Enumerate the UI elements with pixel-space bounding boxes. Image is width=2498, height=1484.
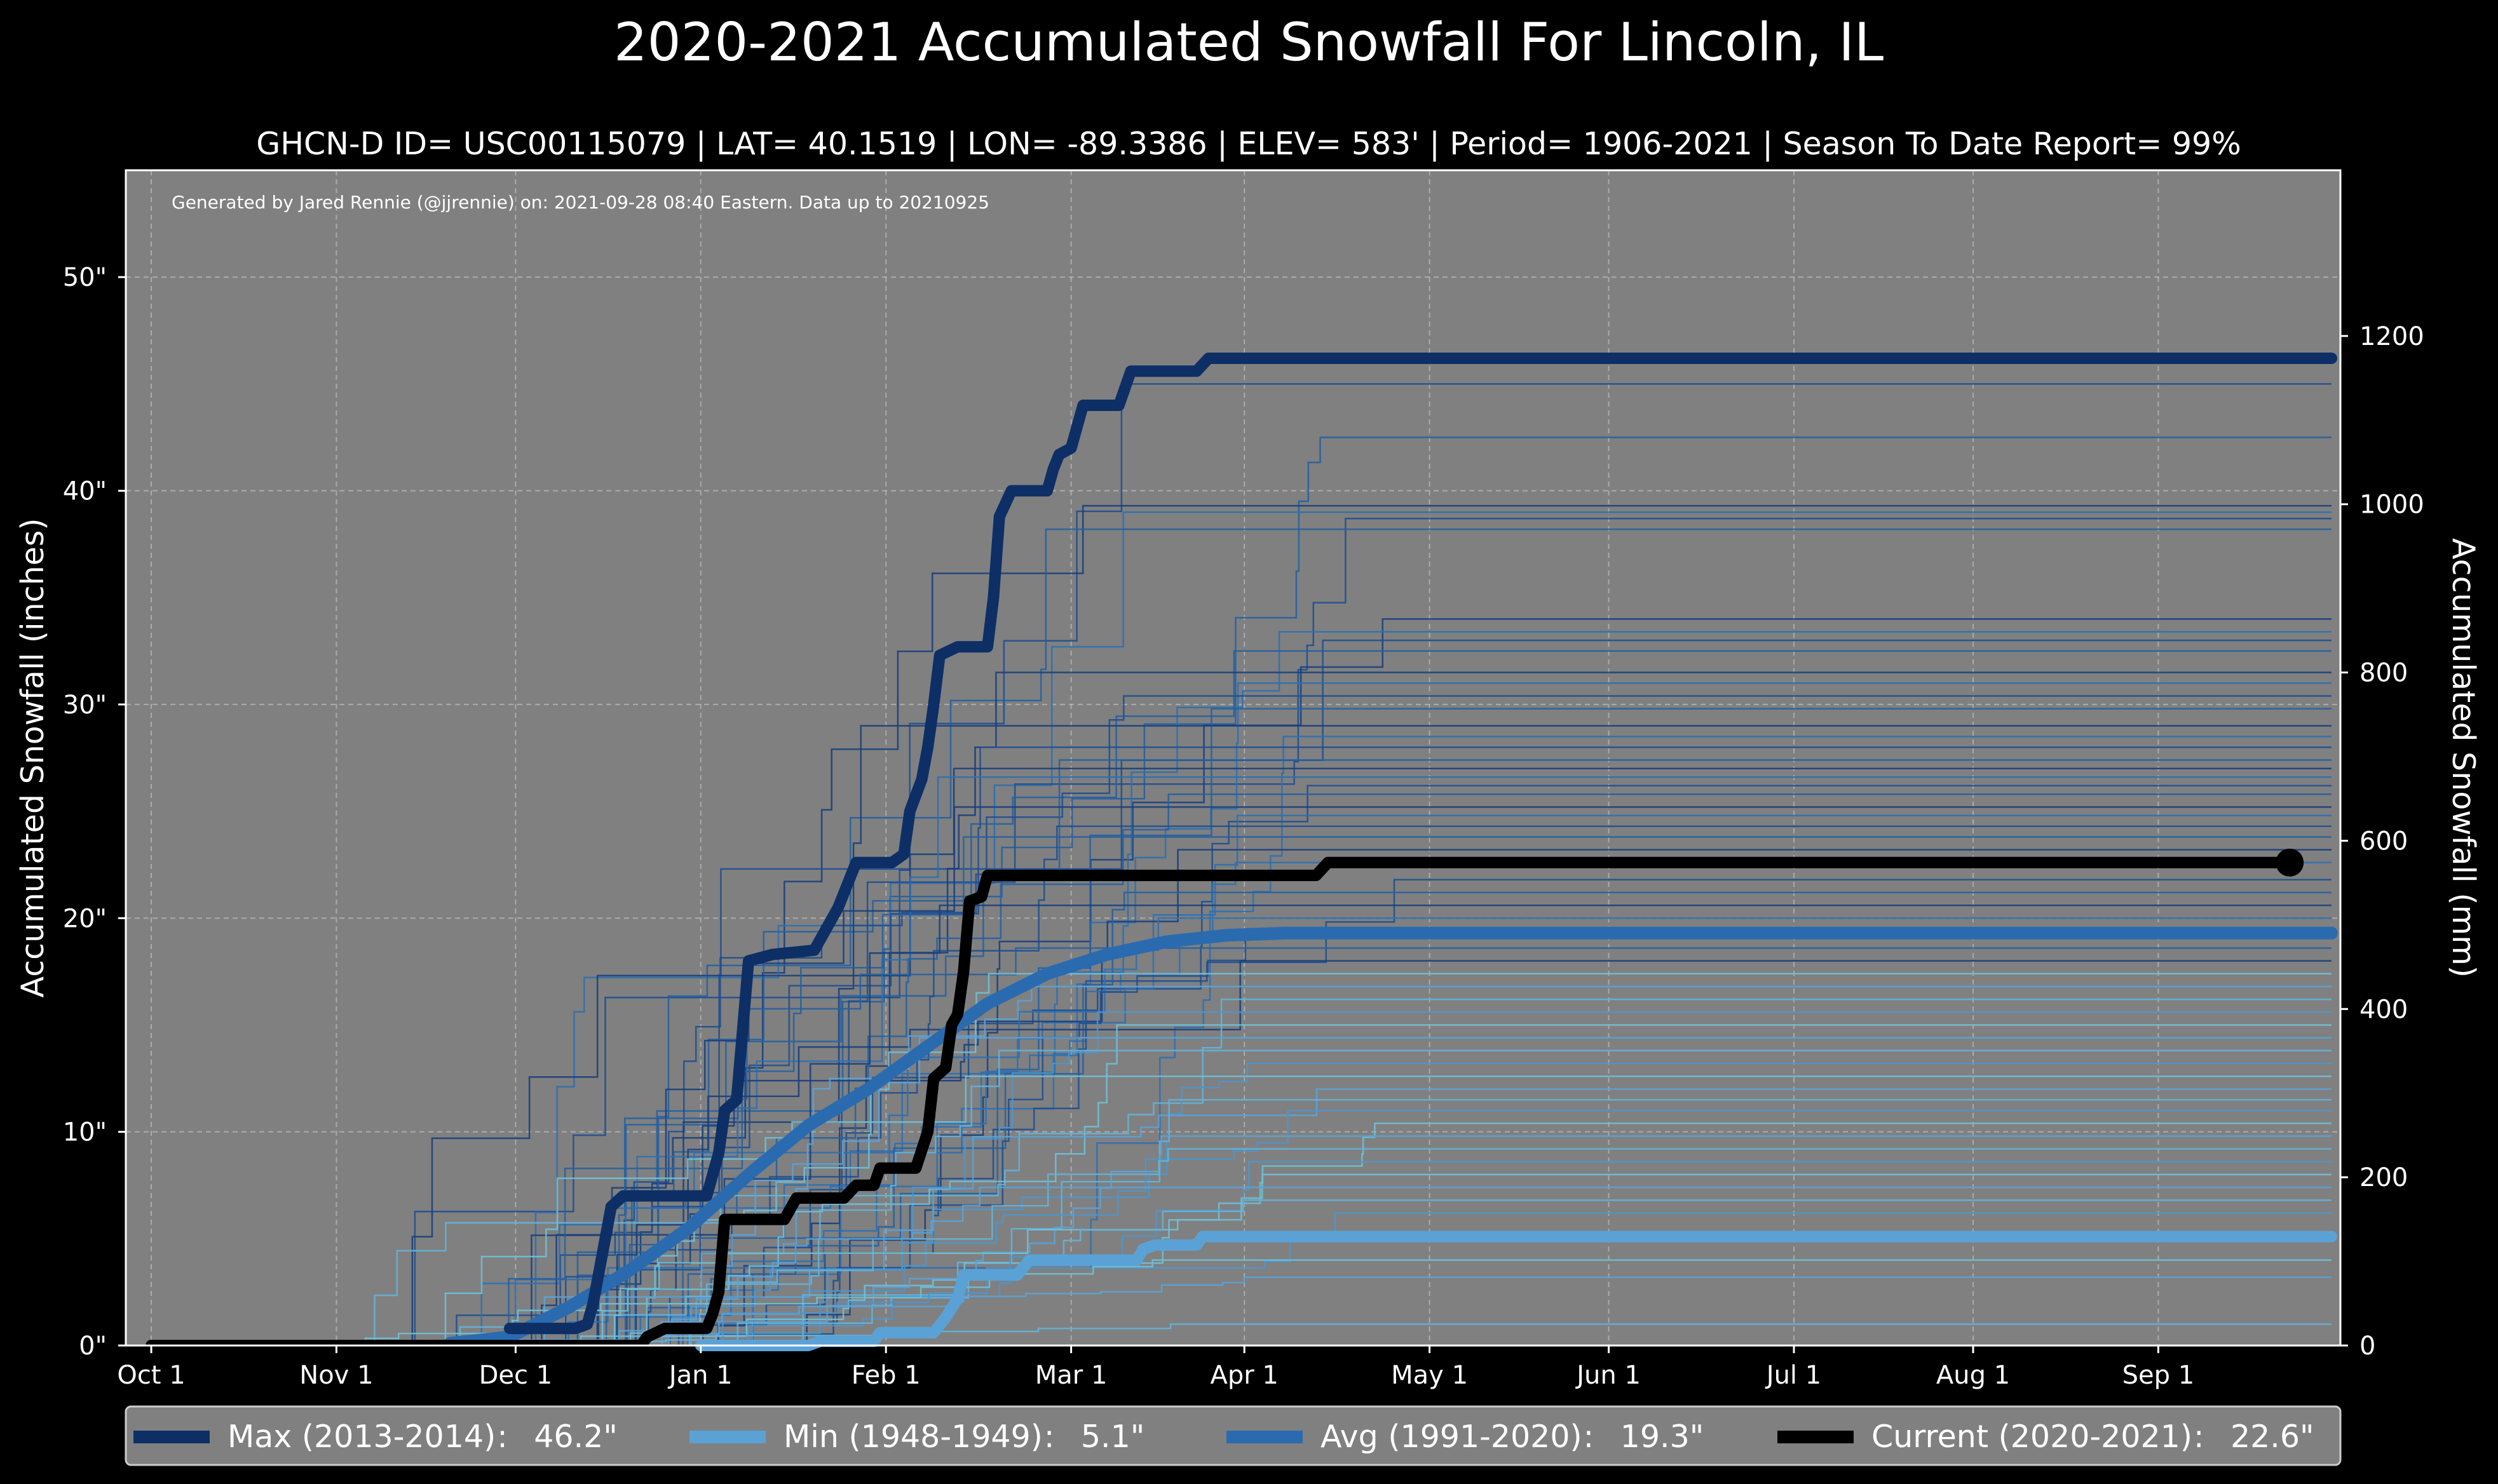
historical-season-line xyxy=(414,814,2332,1347)
current-end-marker xyxy=(2276,848,2304,877)
y-right-tick-label: 800 xyxy=(2359,659,2408,688)
legend-value: 19.3" xyxy=(1620,1419,1704,1455)
y-axis-label-right: Accumulated Snowfall (mm) xyxy=(2445,538,2481,978)
x-tick-label: Jun 1 xyxy=(1575,1361,1641,1390)
credit-text: Generated by Jared Rennie (@jjrennie) on… xyxy=(172,192,989,213)
x-tick-label: Jul 1 xyxy=(1765,1361,1821,1390)
highlighted-series xyxy=(146,353,2338,1351)
legend-value: 22.6" xyxy=(2230,1419,2314,1455)
x-tick-label: Feb 1 xyxy=(852,1361,921,1390)
historical-season-line xyxy=(636,785,2332,1347)
y-tick-label: 0" xyxy=(79,1332,107,1361)
legend: Max (2013-2014):46.2" Min (1948-1949):5.1… xyxy=(133,1419,2314,1455)
y-right-tick-label: 600 xyxy=(2359,826,2408,856)
y-right-tick-label: 0 xyxy=(2359,1332,2375,1361)
series-line-min xyxy=(695,1231,2337,1351)
legend-label: Min (1948-1949) xyxy=(784,1419,1043,1455)
legend-label: Max (2013-2014) xyxy=(227,1419,496,1455)
legend-value: 5.1" xyxy=(1081,1419,1144,1455)
series-line-current xyxy=(146,856,2296,1351)
x-tick-label: May 1 xyxy=(1391,1361,1468,1390)
y-axis-left: 0" 10" 20" 30" 40" 50" xyxy=(63,263,126,1361)
plot-area xyxy=(125,169,2342,1347)
x-tick-label: Sep 1 xyxy=(2122,1361,2195,1390)
historical-season-line xyxy=(628,1135,2332,1347)
historical-season-line xyxy=(413,746,2332,1347)
y-axis-right: 0 200 400 600 800 1000 1200 xyxy=(2340,322,2424,1361)
historical-season-line xyxy=(563,1024,2332,1347)
historical-season-line xyxy=(442,917,2332,1347)
historical-season-line xyxy=(441,960,2332,1347)
historical-season-line xyxy=(556,725,2332,1347)
x-axis: Oct 1 Nov 1 Dec 1 Jan 1 Feb 1 Mar 1 Apr 1 May 1… xyxy=(117,1346,2194,1390)
historical-season-line xyxy=(387,767,2332,1347)
historical-season-line xyxy=(601,1098,2332,1347)
x-tick-label: Aug 1 xyxy=(1936,1361,2010,1390)
y-tick-label: 50" xyxy=(63,263,107,292)
y-right-tick-label: 1200 xyxy=(2359,322,2424,351)
historical-season-line xyxy=(343,1259,2332,1347)
legend-label: Avg (1991-2020) xyxy=(1320,1419,1582,1455)
historical-season-line xyxy=(669,1062,2332,1347)
legend-value: 46.2" xyxy=(534,1419,618,1455)
x-tick-label: Nov 1 xyxy=(299,1361,373,1390)
x-tick-label: Mar 1 xyxy=(1035,1361,1108,1390)
chart-title: 2020-2021 Accumulated Snowfall For Linco… xyxy=(614,11,1884,73)
historical-season-line xyxy=(523,849,2332,1347)
x-tick-label: Jan 1 xyxy=(667,1361,733,1390)
x-tick-label: Oct 1 xyxy=(117,1361,185,1390)
y-right-tick-label: 200 xyxy=(2359,1163,2408,1192)
legend-separator: : xyxy=(2194,1419,2204,1455)
historical-season-line xyxy=(660,518,2332,1347)
y-axis-label: Accumulated Snowfall (inches) xyxy=(15,518,51,998)
legend-separator: : xyxy=(1584,1419,1594,1455)
historical-season-line xyxy=(495,776,2332,1347)
y-tick-label: 40" xyxy=(63,477,107,506)
series-line-max xyxy=(504,353,2337,1335)
historical-season-line xyxy=(641,1049,2332,1347)
x-tick-label: Dec 1 xyxy=(479,1361,553,1390)
historical-season-line xyxy=(588,1173,2332,1347)
historical-season-line xyxy=(586,528,2332,1347)
chart-subtitle: GHCN-D ID= USC00115079 | LAT= 40.1519 | … xyxy=(256,126,2241,162)
y-tick-label: 10" xyxy=(63,1118,107,1147)
legend-separator: : xyxy=(1044,1419,1055,1455)
legend-separator: : xyxy=(497,1419,508,1455)
historical-season-line xyxy=(489,1088,2332,1347)
historical-season-line xyxy=(342,383,2332,1347)
legend-label: Current (2020-2021) xyxy=(1871,1419,2192,1455)
historical-season-line xyxy=(351,998,2332,1347)
historical-season-line xyxy=(618,928,2332,1347)
y-tick-label: 20" xyxy=(63,904,107,933)
historical-season-line xyxy=(488,736,2332,1347)
y-tick-label: 30" xyxy=(63,691,107,720)
historical-season-line xyxy=(681,1011,2332,1347)
historical-season-line xyxy=(698,671,2332,1347)
y-right-tick-label: 1000 xyxy=(2359,490,2424,520)
historical-season-line xyxy=(608,1109,2332,1347)
x-tick-label: Apr 1 xyxy=(1211,1361,1279,1390)
y-right-tick-label: 400 xyxy=(2359,995,2408,1024)
historical-season-line xyxy=(455,947,2332,1347)
plot-frame xyxy=(125,169,2342,1347)
